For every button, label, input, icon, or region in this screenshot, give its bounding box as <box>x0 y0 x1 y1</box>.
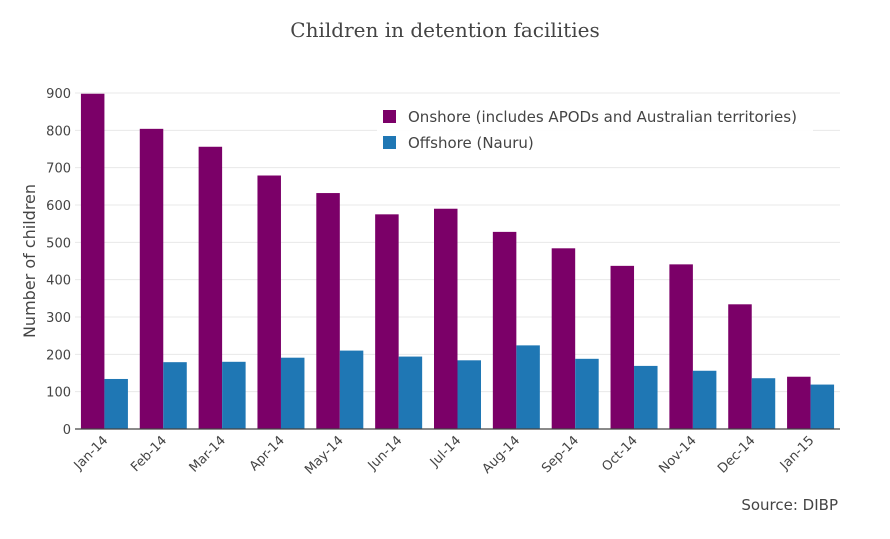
x-tick-label: May-14 <box>302 433 346 477</box>
bar-onshore <box>728 304 752 429</box>
y-tick-label: 500 <box>46 236 71 251</box>
source-note: Source: DIBP <box>741 496 838 514</box>
bar-onshore <box>434 208 458 429</box>
bar-onshore <box>316 193 340 429</box>
x-tick-label: Jan-15 <box>777 433 818 474</box>
bar-onshore <box>492 231 517 429</box>
y-tick-label: 200 <box>46 348 71 363</box>
bar-onshore <box>375 214 399 429</box>
bar-onshore <box>198 146 223 429</box>
y-axis-title: Number of children <box>20 184 39 338</box>
x-tick-label: Jun-14 <box>365 433 406 474</box>
x-tick-label: Jan-14 <box>71 433 112 474</box>
bar-onshore <box>787 376 811 429</box>
x-tick-label: Apr-14 <box>247 433 288 474</box>
bar-offshore <box>339 350 364 429</box>
y-tick-label: 700 <box>46 162 71 177</box>
x-tick-label: Aug-14 <box>480 433 524 477</box>
bar-onshore <box>551 248 576 429</box>
legend-label: Offshore (Nauru) <box>408 134 534 152</box>
x-tick-label: Oct-14 <box>599 433 641 475</box>
bar-offshore <box>457 360 481 429</box>
chart-title: Children in detention facilities <box>290 18 600 42</box>
x-tick-label: Feb-14 <box>128 433 170 475</box>
bar-offshore <box>810 384 835 429</box>
y-tick-label: 400 <box>46 274 71 289</box>
legend-background <box>377 97 813 153</box>
bar-offshore <box>575 358 599 429</box>
bar-offshore <box>104 378 128 429</box>
x-tick-label: Jul-14 <box>427 433 464 470</box>
x-tick-label: Dec-14 <box>715 433 758 476</box>
y-tick-label: 100 <box>46 386 71 401</box>
bar-offshore <box>280 357 305 429</box>
bar-offshore <box>516 345 540 429</box>
bar-offshore <box>163 362 187 429</box>
y-tick-label: 900 <box>46 87 71 102</box>
bar-offshore <box>692 370 717 429</box>
bar-onshore <box>669 264 693 429</box>
x-tick-label: Nov-14 <box>656 433 699 476</box>
y-tick-label: 0 <box>63 423 71 438</box>
bar-onshore <box>257 175 281 429</box>
y-tick-label: 800 <box>46 124 71 139</box>
legend-label: Onshore (includes APODs and Australian t… <box>408 108 797 126</box>
bar-offshore <box>222 361 246 429</box>
legend-swatch <box>383 110 396 123</box>
bar-onshore <box>610 265 635 429</box>
legend-swatch <box>383 136 396 149</box>
bar-onshore <box>139 128 164 429</box>
bar-offshore <box>751 378 776 429</box>
bar-offshore <box>398 356 423 429</box>
y-tick-label: 600 <box>46 199 71 214</box>
bar-onshore <box>80 93 105 429</box>
bar-offshore <box>634 365 658 429</box>
x-tick-label: Mar-14 <box>187 433 229 475</box>
y-tick-label: 300 <box>46 311 71 326</box>
x-tick-label: Sep-14 <box>539 433 582 476</box>
